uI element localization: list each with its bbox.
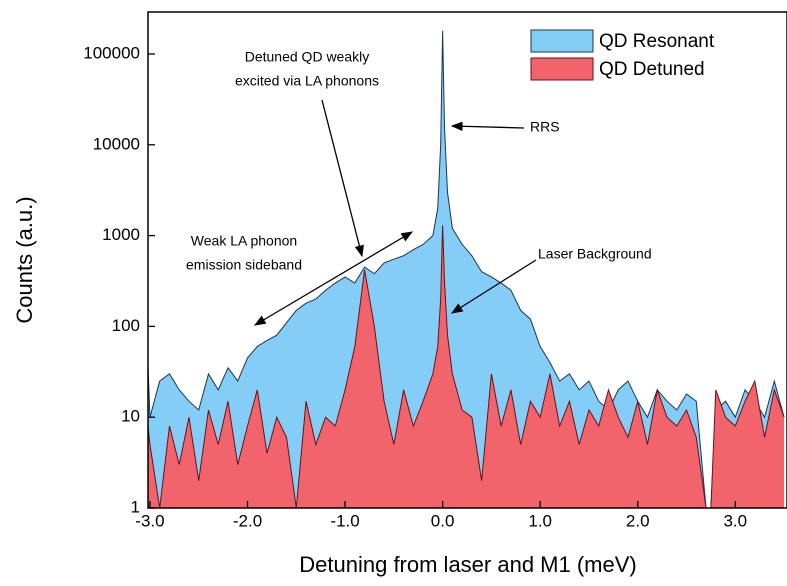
area-fill: [148, 225, 785, 508]
annotations: Detuned QD weakly excited via LA phonons…: [186, 49, 652, 326]
x-tick-label: 1.0: [528, 511, 552, 530]
plot-frame: [147, 11, 787, 509]
area-fill: [148, 30, 785, 508]
annotation: Detuned QD weakly: [245, 49, 370, 65]
y-tick-label: 100: [112, 316, 140, 335]
annotation: RRS: [530, 119, 560, 135]
arrow: [321, 99, 364, 258]
legend-swatch: [530, 57, 594, 81]
x-tick-label: 2.0: [626, 511, 650, 530]
y-tick-label: 10000: [93, 134, 140, 153]
y-tick-label: 100000: [83, 43, 140, 62]
legend-label: QD Resonant: [599, 31, 715, 52]
axes: -3.0 -2.0 -1.0 0.0 1.0 2.0 3.0 1 10 100 1000 10000 1…: [83, 43, 747, 530]
legend: QD Resonant QD Detuned: [530, 29, 715, 81]
arrow: [451, 259, 537, 314]
y-tick-label: 10: [121, 407, 140, 426]
y-tick-label: 1: [131, 497, 140, 516]
x-tick-label: 0.0: [431, 511, 455, 530]
annotation: excited via LA phonons: [235, 73, 379, 89]
area-line: [148, 225, 785, 508]
area-line: [148, 30, 785, 508]
legend-label: QD Detuned: [599, 59, 705, 80]
y-axis-label: Counts (a.u.): [12, 196, 37, 323]
x-axis-label: Detuning from laser and M1 (meV): [299, 552, 636, 577]
x-tick-label: -2.0: [233, 511, 262, 530]
plot-area: [148, 30, 785, 508]
x-tick-label: 3.0: [723, 511, 747, 530]
annotation: emission sideband: [186, 257, 302, 273]
annotation: Laser Background: [538, 246, 652, 262]
y-tick-label: 1000: [102, 225, 140, 244]
arrow: [450, 121, 525, 131]
x-tick-label: -1.0: [330, 511, 359, 530]
arrow: [253, 231, 414, 326]
annotation: Weak LA phonon: [191, 233, 297, 249]
x-tick-label: -3.0: [135, 511, 164, 530]
legend-swatch: [530, 29, 594, 53]
